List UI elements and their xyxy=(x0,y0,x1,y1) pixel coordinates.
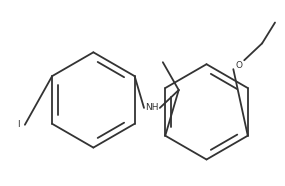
Text: I: I xyxy=(18,120,20,129)
Text: O: O xyxy=(236,61,243,70)
Text: NH: NH xyxy=(145,103,159,112)
